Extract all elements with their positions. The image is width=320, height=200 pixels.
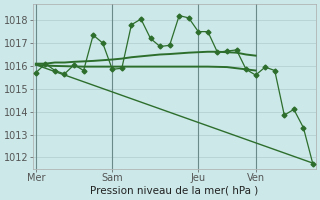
- X-axis label: Pression niveau de la mer( hPa ): Pression niveau de la mer( hPa ): [90, 186, 259, 196]
